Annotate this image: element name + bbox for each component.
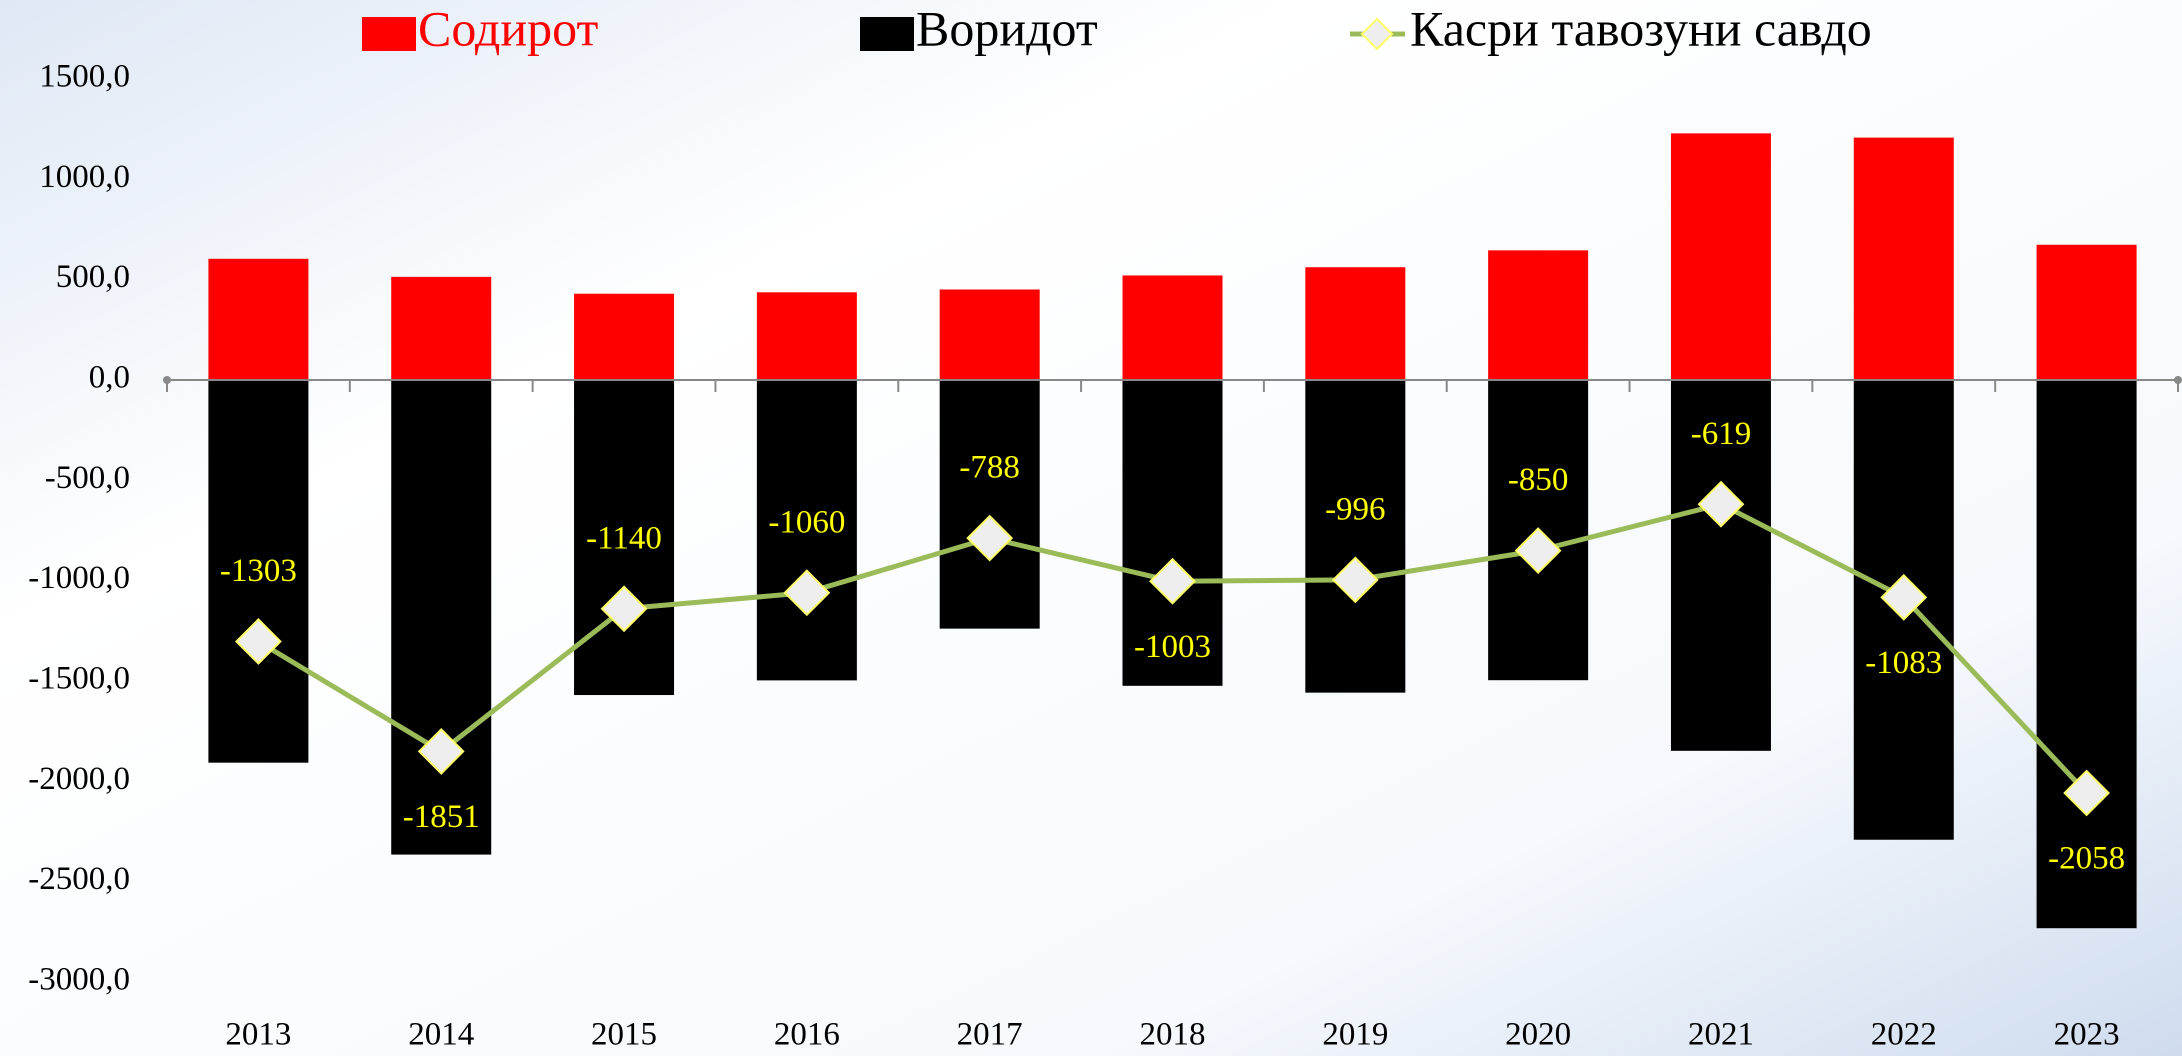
legend-label: Содирот (418, 0, 598, 56)
bar (1122, 380, 1223, 686)
marker (1514, 527, 1562, 574)
y-tick-label: -3000,0 (28, 962, 130, 998)
x-tick-label: 2017 (957, 1017, 1023, 1053)
y-tick-label: 1000,0 (39, 159, 130, 195)
x-tick-label: 2019 (1322, 1017, 1388, 1053)
bar (1670, 133, 1771, 380)
data-label: -1083 (1865, 645, 1942, 681)
y-tick-label: -1500,0 (28, 661, 130, 697)
marker (783, 569, 831, 617)
x-tick-label: 2013 (225, 1017, 291, 1053)
bar (1488, 250, 1589, 380)
bar (756, 380, 857, 681)
x-tick-label: 2015 (591, 1017, 657, 1053)
x-tick-label: 2020 (1505, 1017, 1571, 1053)
bar (939, 380, 1040, 629)
bar (756, 292, 857, 380)
data-label: -1851 (403, 799, 480, 835)
x-tick-label: 2016 (774, 1017, 840, 1053)
data-label: -1303 (220, 553, 297, 589)
legend-label: Воридот (916, 0, 1098, 56)
legend-swatch (362, 17, 416, 51)
x-tick-label: 2022 (1871, 1017, 1937, 1053)
marker (1697, 480, 1745, 528)
y-tick-label: 500,0 (56, 259, 130, 295)
data-label: -850 (1508, 462, 1569, 498)
data-label: -788 (959, 450, 1020, 486)
marker (1331, 556, 1379, 604)
y-tick-label: -2500,0 (28, 861, 130, 897)
data-label: -2058 (2048, 841, 2125, 877)
x-tick-label: 2023 (2054, 1017, 2120, 1053)
bar (1305, 267, 1406, 380)
bar (391, 380, 492, 855)
data-label: -996 (1325, 491, 1386, 527)
marker (2063, 769, 2111, 817)
y-tick-label: 1500,0 (39, 59, 130, 95)
y-tick-label: -2000,0 (28, 761, 130, 797)
x-tick-label: 2021 (1688, 1017, 1754, 1053)
bar (939, 289, 1040, 380)
bar (574, 293, 675, 380)
data-label: -1003 (1134, 629, 1211, 665)
marker (1880, 573, 1928, 621)
y-tick-label: -1000,0 (28, 560, 130, 596)
bar (208, 258, 309, 380)
bar (574, 380, 675, 696)
marker (417, 728, 465, 775)
legend-swatch (860, 17, 914, 51)
bar (208, 380, 309, 763)
data-label: -1140 (586, 520, 662, 556)
data-label: -1060 (768, 504, 845, 540)
y-tick-label: -500,0 (45, 460, 130, 496)
bar (2036, 244, 2137, 380)
marker (966, 514, 1014, 562)
x-tick-label: 2018 (1140, 1017, 1206, 1053)
bar (391, 276, 492, 380)
marker (234, 618, 282, 665)
legend-marker (1360, 17, 1394, 51)
x-tick-label: 2014 (408, 1017, 474, 1053)
data-label: -619 (1691, 416, 1752, 452)
bar (1670, 380, 1771, 751)
bar (2036, 380, 2137, 929)
legend-label: Касри тавозуни савдо (1410, 0, 1872, 56)
marker (600, 585, 648, 633)
bar (1122, 275, 1223, 380)
bar (1305, 380, 1406, 693)
marker (1149, 557, 1196, 605)
y-tick-label: 0,0 (89, 360, 130, 396)
bar (1853, 137, 1954, 380)
